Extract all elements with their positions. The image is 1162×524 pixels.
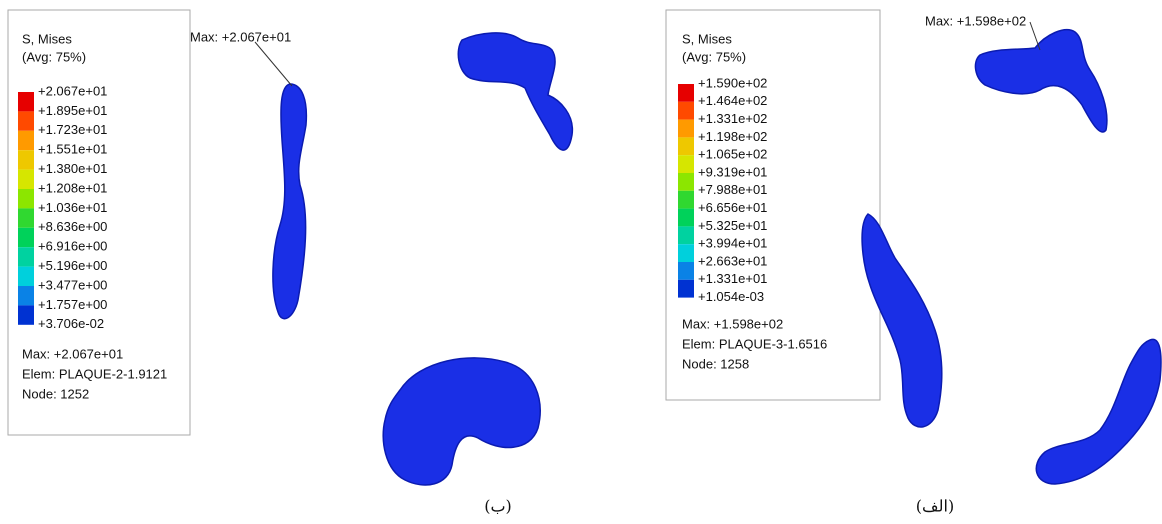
stress-region [1036,339,1161,484]
legend-label: +6.656e+01 [698,200,767,215]
legend-label: +1.065e+02 [698,147,767,162]
legend-title: S, Mises [682,31,732,46]
color-swatch [18,228,34,247]
color-swatch [18,150,34,169]
legend-label: +1.551e+01 [38,142,107,157]
info-line: Node: 1258 [682,356,749,371]
legend-label: +1.380e+01 [38,161,107,176]
caption: (ب) [484,497,512,516]
legend-subtitle: (Avg: 75%) [22,49,86,64]
figure: S, Mises (Avg: 75%) +2.067e+01 +1.895e+01 +1… [0,0,1162,524]
legend-label: +6.916e+00 [38,239,107,254]
color-swatch [18,170,34,189]
leader-line [255,42,292,86]
info-line: Elem: PLAQUE-2-1.9121 [22,366,167,381]
color-swatch [18,286,34,305]
info-line: Max: +2.067e+01 [22,346,123,361]
color-swatch [678,102,694,120]
legend-label: +2.067e+01 [38,83,107,98]
stress-region [458,33,572,150]
color-swatch [678,84,694,102]
color-swatch [678,226,694,244]
color-swatch [678,244,694,262]
info-line: Max: +1.598e+02 [682,316,783,331]
legend-label: +1.036e+01 [38,200,107,215]
legend-label: +1.198e+02 [698,129,767,144]
max-annotation: Max: +1.598e+02 [925,13,1026,28]
color-swatch [18,92,34,111]
color-swatch [678,209,694,227]
leader-line [1030,22,1040,50]
legend-title: S, Mises [22,31,72,46]
legend-label: +1.757e+00 [38,297,107,312]
color-swatch [18,189,34,208]
max-annotation: Max: +2.067e+01 [190,29,291,44]
color-swatch [678,155,694,173]
stress-region [975,30,1106,132]
stress-region [383,358,540,485]
legend-label: +7.988e+01 [698,182,767,197]
color-swatch [18,208,34,227]
legend-label: +1.895e+01 [38,103,107,118]
legend-label: +9.319e+01 [698,164,767,179]
info-line: Elem: PLAQUE-3-1.6516 [682,336,827,351]
color-swatch [678,137,694,155]
color-swatch [678,191,694,209]
color-swatch [18,267,34,286]
legend-label: +1.331e+02 [698,111,767,126]
info-line: Node: 1252 [22,386,89,401]
legend-label: +3.706e-02 [38,316,104,331]
color-swatch [678,280,694,298]
legend-label: +3.994e+01 [698,236,767,251]
legend-label: +5.325e+01 [698,218,767,233]
caption: (الف) [916,497,954,516]
legend-label: +5.196e+00 [38,258,107,273]
color-swatch [18,247,34,266]
legend-label: +3.477e+00 [38,277,107,292]
legend-label: +8.636e+00 [38,219,107,234]
legend-label: +1.208e+01 [38,180,107,195]
color-swatch [678,262,694,280]
legend-label: +1.590e+02 [698,75,767,90]
color-swatch [678,120,694,138]
color-swatch [18,305,34,324]
legend-label: +2.663e+01 [698,253,767,268]
color-swatch [678,173,694,191]
legend-label: +1.054e-03 [698,289,764,304]
legend-label: +1.723e+01 [38,122,107,137]
stress-region [273,84,306,319]
legend-subtitle: (Avg: 75%) [682,49,746,64]
legend-label: +1.331e+01 [698,271,767,286]
legend-label: +1.464e+02 [698,93,767,108]
color-swatch [18,131,34,150]
color-swatch [18,111,34,130]
